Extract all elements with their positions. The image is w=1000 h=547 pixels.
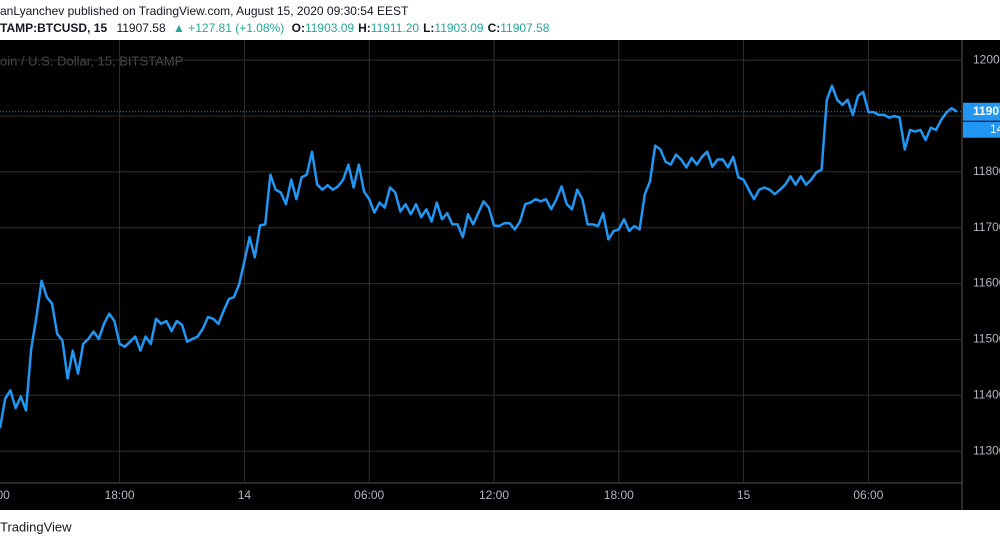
ohlc-label: L: — [423, 21, 434, 35]
x-tick-label: 06:00 — [853, 488, 883, 502]
price-line — [0, 84, 958, 429]
symbol: TAMP:BTCUSD, 15 — [0, 21, 107, 35]
y-tick-label: 11500 — [973, 332, 1000, 346]
change: ▲ +127.81 (+1.08%) — [173, 21, 284, 35]
ohlc-value: 11907.58 — [500, 21, 549, 35]
last-price-box — [963, 102, 1000, 121]
ohlc: O:11903.09 H:11911.20 L:11903.09 C:11907.58 — [292, 21, 550, 35]
y-tick-label: 11700 — [973, 220, 1000, 234]
ohlc-value: 11911.20 — [371, 21, 420, 35]
author-line: anLyanchev published on TradingView.com,… — [0, 4, 409, 18]
legend-line: TAMP:BTCUSD, 15 11907.58 ▲ +127.81 (+1.0… — [0, 21, 550, 35]
ohlc-value: 11903.09 — [305, 21, 354, 35]
y-tick-label: 11400 — [973, 387, 1000, 401]
x-tick-label: 18:00 — [105, 488, 135, 502]
x-tick-label: 06:00 — [354, 488, 384, 502]
y-tick-label: 11800 — [973, 164, 1000, 178]
x-tick-label: 15 — [737, 488, 751, 502]
ohlc-label: H: — [358, 21, 371, 35]
y-tick-label: 11300 — [973, 443, 1000, 457]
watermark: oin / U.S. Dollar, 15, BITSTAMP — [0, 53, 183, 68]
x-tick-label: 14 — [238, 488, 252, 502]
ohlc-value: 11903.09 — [434, 21, 483, 35]
x-tick-label: 12:00 — [479, 488, 509, 502]
footer: TradingView — [0, 519, 72, 534]
ohlc-label: O: — [292, 21, 305, 35]
countdown-box — [963, 121, 1000, 138]
x-tick-label: 12:00 — [0, 488, 10, 502]
countdown-label: 14 — [990, 122, 1000, 136]
ohlc-label: C: — [488, 21, 501, 35]
x-tick-label: 18:00 — [604, 488, 634, 502]
chart-background — [0, 40, 1000, 510]
y-tick-label: 11600 — [973, 276, 1000, 290]
grid — [0, 40, 962, 483]
last-price-label: 11907.58 — [973, 104, 1000, 118]
last-price: 11907.58 — [116, 21, 165, 35]
